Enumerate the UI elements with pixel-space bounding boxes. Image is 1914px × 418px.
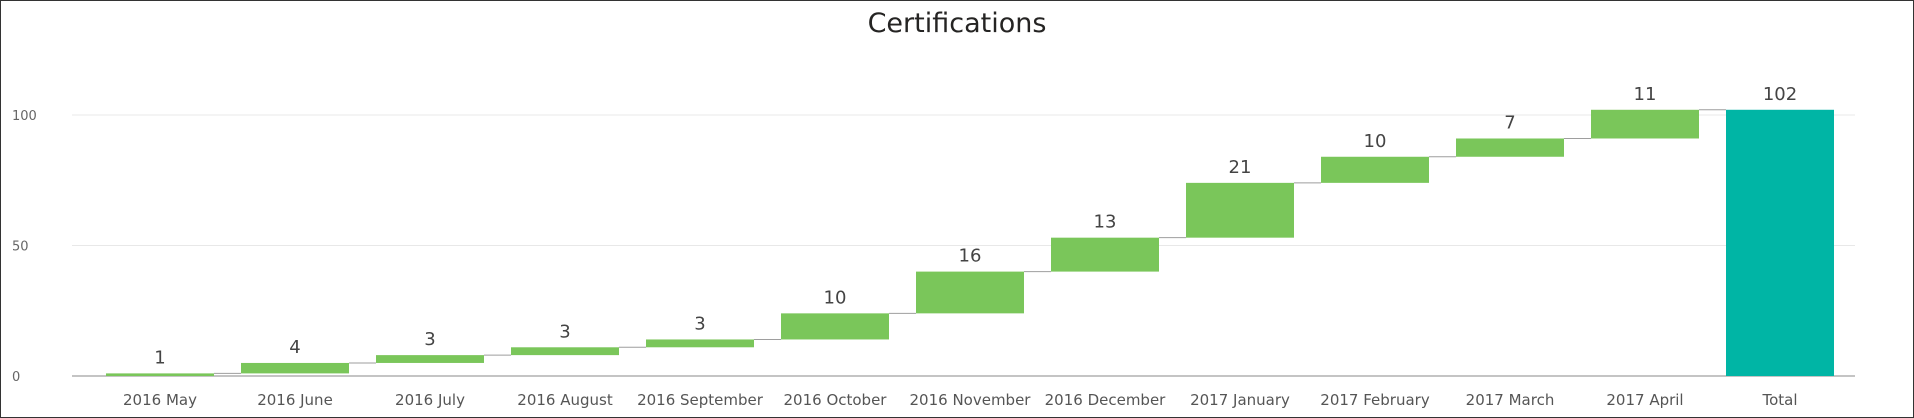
data-label: 11 [1634,84,1657,105]
waterfall-bar [1186,182,1294,238]
data-label: 10 [1364,131,1387,152]
data-label: 7 [1504,112,1515,133]
total-data-label: 102 [1763,84,1797,105]
data-label: 10 [824,287,847,308]
total-bar [1726,109,1834,376]
x-tick-label: 2017 February [1320,391,1430,409]
x-tick-label: 2017 April [1606,391,1683,409]
x-tick-label: 2016 October [784,391,888,409]
waterfall-bar [781,313,889,340]
waterfall-bar [1591,109,1699,139]
data-label: 4 [289,337,300,358]
x-tick-label: 2016 December [1045,391,1167,409]
waterfall-bar [376,355,484,363]
waterfall-bar [511,347,619,356]
x-tick-label: 2017 March [1466,391,1555,409]
data-label: 13 [1094,212,1117,233]
data-label: 16 [959,246,982,267]
x-tick-label: 2016 September [637,391,764,409]
x-tick-label: Total [1761,391,1797,409]
x-tick-label: 2016 November [910,391,1032,409]
chart-title: Certifications [867,8,1047,39]
data-label: 1 [154,347,165,368]
x-tick-label: 2016 July [395,391,465,409]
waterfall-bar [1321,156,1429,183]
waterfall-bar [1456,138,1564,157]
data-label: 3 [559,321,570,342]
x-tick-label: 2017 January [1190,391,1290,409]
data-label: 3 [694,313,705,334]
y-tick-label: 0 [12,370,20,385]
y-tick-label: 100 [12,109,37,124]
waterfall-bar [916,271,1024,314]
waterfall-bar [646,339,754,348]
waterfall-bar [1051,237,1159,272]
x-tick-label: 2016 June [257,391,333,409]
data-label: 3 [424,329,435,350]
y-tick-label: 50 [12,240,29,255]
waterfall-bar [106,373,214,376]
x-tick-label: 2016 May [123,391,197,409]
waterfall-bar [241,362,349,374]
x-tick-label: 2016 August [517,391,613,409]
data-label: 21 [1229,157,1252,178]
